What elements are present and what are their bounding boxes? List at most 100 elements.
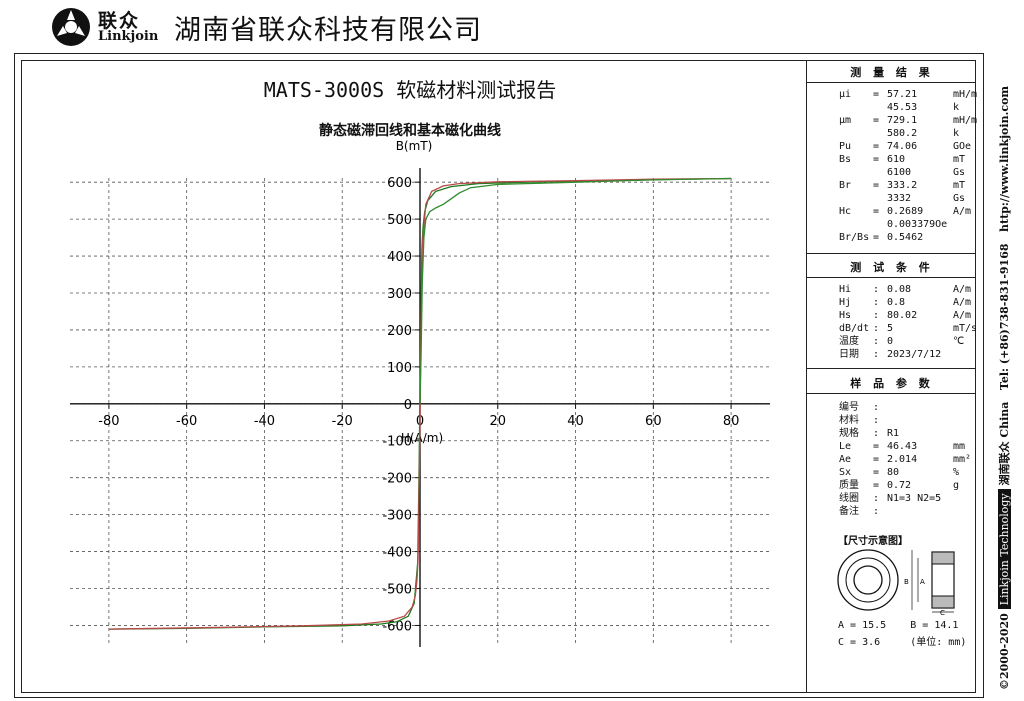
conditions-row-value: 0 (887, 336, 894, 347)
y-tick-label: 500 (387, 213, 412, 228)
page-header: 联众 Linkjoin 湖南省联众科技有限公司 (0, 0, 1024, 52)
results-row: 580.2 k (839, 128, 983, 140)
results-row: μi = 57.21 mH/m (839, 89, 983, 101)
brand-box-text: Linkjoin Technology (998, 489, 1011, 610)
dim-label-a: A (920, 578, 925, 586)
sample-row-sep: = (873, 467, 880, 478)
results-row-key: Pu (839, 141, 852, 152)
conditions-top-rule (807, 253, 976, 254)
results-row-sep: = (873, 141, 880, 152)
x-tick-label: 40 (567, 414, 584, 429)
conditions-heading: 测 试 条 件 (850, 261, 934, 274)
conditions-row-sep: : (873, 310, 880, 321)
results-row-unit: GOe (953, 141, 972, 152)
conditions-row-value: 5 (887, 323, 894, 334)
sample-row-key: 编号 (839, 402, 859, 413)
y-tick-label: 200 (387, 324, 412, 339)
conditions-row-key: Hj (839, 297, 852, 308)
y-tick-label: -500 (382, 583, 412, 598)
company-name: 湖南省联众科技有限公司 (174, 15, 482, 46)
results-row-unit: mH/m (953, 115, 978, 126)
x-tick-label: -40 (254, 414, 275, 429)
conditions-row-unit: A/m (953, 284, 972, 295)
sample-row-key: Sx (839, 467, 852, 478)
conditions-row: Hj:0.8 A/m (839, 297, 983, 309)
results-row-unit: A/m (953, 206, 972, 217)
sample-row: 规格: R1 (839, 428, 983, 440)
conditions-row-unit: mT/s (953, 323, 978, 334)
results-row-unit: mT (953, 180, 966, 191)
results-row-unit: Gs (953, 193, 966, 204)
results-row-value: 0.2689 (887, 206, 924, 217)
results-row-value: 0.003379Oe (887, 219, 948, 230)
sample-row-key: 规格 (839, 428, 859, 439)
logo-chinese-text: 联众 (98, 10, 141, 32)
sample-row: 编号: (839, 402, 983, 414)
sample-heading-rule (807, 393, 976, 394)
conditions-row: 日期:2023/7/12 (839, 349, 983, 361)
sample-row-sep: = (873, 441, 880, 452)
dimension-values-line2: C = 3.6 (单位: mm) (838, 637, 967, 648)
results-row-unit: mH/m (953, 89, 978, 100)
conditions-row-value: 0.08 (887, 284, 912, 295)
sample-row: 质量 = 0.72 g (839, 480, 983, 492)
conditions-row: 温度:0 ℃ (839, 336, 983, 348)
results-row-unit: mT (953, 154, 966, 165)
sample-row-value: 46.43 (887, 441, 918, 452)
sample-row-unit: mm (953, 441, 966, 452)
sample-row-key: 质量 (839, 480, 859, 491)
toroid-dimension-diagram: B A C (837, 549, 955, 616)
y-tick-label: -300 (382, 509, 412, 524)
sample-row-value: R1 (887, 428, 900, 439)
x-tick-label: -20 (332, 414, 353, 429)
sample-row-unit: mm² (953, 454, 972, 465)
results-row-sep: = (873, 206, 880, 217)
x-axis-label: H(A/m) (401, 431, 443, 445)
copyright-text: ©2000-2020 (998, 613, 1011, 690)
sample-row: Sx = 80% (839, 467, 983, 479)
sample-row: Le = 46.43 mm (839, 441, 983, 453)
conditions-row-value: 2023/7/12 (887, 349, 942, 360)
report-inner-frame (21, 60, 976, 693)
results-row-key: μm (839, 115, 852, 126)
results-row-sep: = (873, 115, 880, 126)
results-row-value: 3332 (887, 193, 912, 204)
dim-label-c: C (940, 609, 945, 616)
sample-row-unit: g (953, 480, 960, 491)
sample-row-key: 材料 (839, 415, 859, 426)
results-row-key: Br/Bs (839, 232, 870, 243)
x-tick-label: 60 (645, 414, 662, 429)
results-row-sep: = (873, 180, 880, 191)
vertical-contact-strip: ©2000-2020 Linkjoin Technology 湖南联众 Chin… (996, 86, 1012, 690)
conditions-heading-rule (807, 277, 976, 278)
results-row-key: Bs (839, 154, 852, 165)
conditions-row-value: 0.8 (887, 297, 906, 308)
x-tick-label: 80 (723, 414, 740, 429)
results-row-value: 45.53 (887, 102, 918, 113)
sample-row: 材料: (839, 415, 983, 427)
results-row-value: 610 (887, 154, 906, 165)
panel-divider (806, 60, 807, 693)
conditions-row-unit: A/m (953, 297, 972, 308)
dimension-values-line1: A = 15.5 B = 14.1 (838, 620, 959, 631)
conditions-row-key: Hi (839, 284, 852, 295)
results-row: 45.53 k (839, 102, 983, 114)
results-row-value: 580.2 (887, 128, 918, 139)
logo-english-text: Linkjoin (98, 29, 159, 44)
results-row: 0.003379Oe (839, 219, 983, 231)
results-row-value: 57.21 (887, 89, 918, 100)
results-row: Br = 333.2 mT (839, 180, 983, 192)
x-tick-label: 20 (490, 414, 507, 429)
results-row-sep: = (873, 232, 880, 243)
sample-row-sep: = (873, 454, 880, 465)
conditions-row-key: 温度 (839, 336, 859, 347)
results-row-unit: k (953, 128, 960, 139)
series-line-1 (108, 177, 732, 630)
results-row-key: Br (839, 180, 852, 191)
results-row-unit: k (953, 102, 960, 113)
hysteresis-chart: -80 -60 -40 -20 0 20 40 60 80-600-500-400-300-20… (70, 139, 770, 647)
toroid-cross-section (931, 551, 955, 609)
conditions-row-sep: : (873, 297, 880, 308)
sample-row-sep: : (873, 493, 880, 504)
sample-row-key: 线圈 (839, 493, 859, 504)
